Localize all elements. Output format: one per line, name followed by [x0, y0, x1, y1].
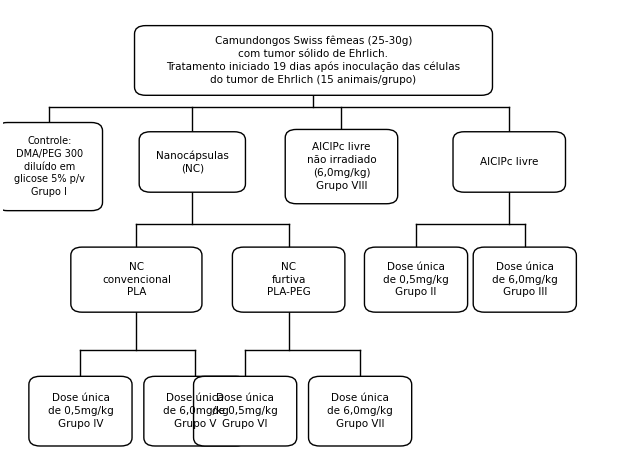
FancyBboxPatch shape	[71, 247, 202, 312]
FancyBboxPatch shape	[194, 376, 297, 446]
FancyBboxPatch shape	[285, 129, 398, 204]
FancyBboxPatch shape	[139, 132, 245, 192]
Text: Nanocápsulas
(NC): Nanocápsulas (NC)	[156, 150, 229, 174]
Text: Dose única
de 6,0mg/kg
Grupo III: Dose única de 6,0mg/kg Grupo III	[492, 262, 557, 297]
Text: Dose única
de 0,5mg/kg
Grupo II: Dose única de 0,5mg/kg Grupo II	[383, 262, 449, 297]
FancyBboxPatch shape	[364, 247, 468, 312]
FancyBboxPatch shape	[308, 376, 412, 446]
FancyBboxPatch shape	[453, 132, 566, 192]
FancyBboxPatch shape	[473, 247, 576, 312]
FancyBboxPatch shape	[0, 122, 103, 211]
Text: Dose única
de 0,5mg/kg
Grupo IV: Dose única de 0,5mg/kg Grupo IV	[48, 393, 113, 429]
Text: AlClPc livre: AlClPc livre	[480, 157, 539, 167]
Text: Dose única
de 6,0mg/kg
Grupo V: Dose única de 6,0mg/kg Grupo V	[162, 393, 228, 429]
FancyBboxPatch shape	[233, 247, 345, 312]
Text: Controle:
DMA/PEG 300
diluído em
glicose 5% p/v
Grupo I: Controle: DMA/PEG 300 diluído em glicose…	[14, 136, 85, 197]
Text: NC
furtiva
PLA-PEG: NC furtiva PLA-PEG	[266, 262, 310, 297]
FancyBboxPatch shape	[144, 376, 247, 446]
Text: NC
convencional
PLA: NC convencional PLA	[102, 262, 171, 297]
Text: AlClPc livre
não irradiado
(6,0mg/kg)
Grupo VIII: AlClPc livre não irradiado (6,0mg/kg) Gr…	[307, 142, 376, 191]
FancyBboxPatch shape	[135, 26, 492, 95]
Text: Camundongos Swiss fêmeas (25-30g)
com tumor sólido de Ehrlich.
Tratamento inicia: Camundongos Swiss fêmeas (25-30g) com tu…	[166, 35, 461, 85]
Text: Dose única
de 6,0mg/kg
Grupo VII: Dose única de 6,0mg/kg Grupo VII	[327, 393, 393, 429]
FancyBboxPatch shape	[29, 376, 132, 446]
Text: Dose única
de 0,5mg/kg
Grupo VI: Dose única de 0,5mg/kg Grupo VI	[213, 393, 278, 429]
